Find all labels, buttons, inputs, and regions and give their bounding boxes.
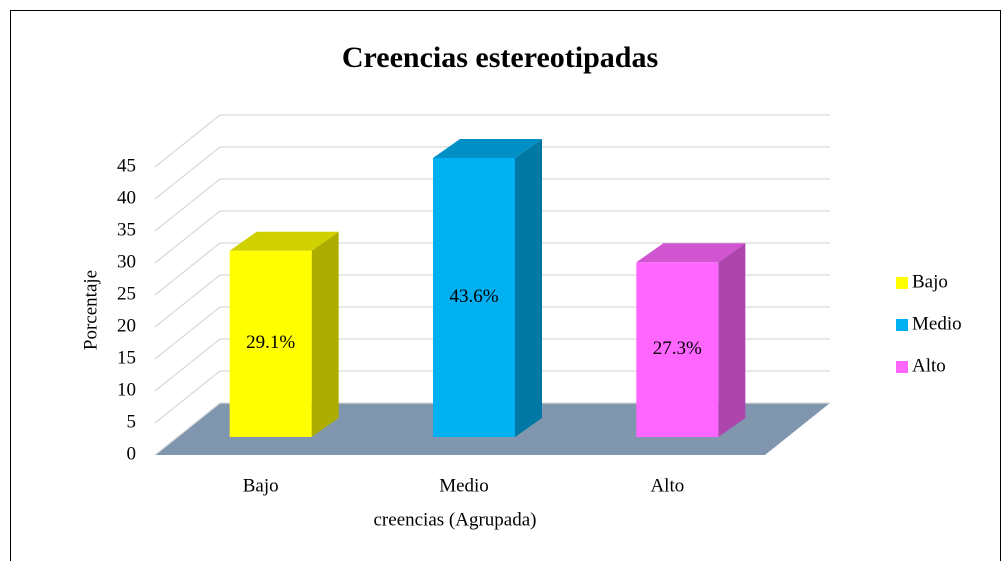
data-label: 43.6%: [449, 286, 498, 307]
x-axis-label: creencias (Agrupada): [374, 509, 537, 530]
bar-side: [718, 243, 746, 437]
bar-top: [229, 231, 339, 251]
legend-label: Medio: [912, 313, 962, 334]
bar-side: [515, 138, 542, 437]
x-tick-label: Alto: [650, 475, 684, 496]
grid-line: [154, 274, 830, 328]
y-tick-label: 40: [117, 187, 136, 208]
grid-line: [154, 402, 830, 456]
grid-line: [154, 242, 830, 296]
bar-top: [433, 138, 542, 158]
data-label: 29.1%: [246, 332, 295, 353]
bar: [433, 157, 515, 437]
bar: [229, 250, 312, 437]
grid-line: [154, 338, 830, 392]
y-tick-label: 15: [117, 347, 136, 368]
grid-line: [154, 306, 830, 360]
y-tick-label: 10: [117, 379, 136, 400]
chart-title: Creencias estereotipadas: [342, 41, 658, 74]
legend-label: Bajo: [912, 271, 948, 292]
grid-line: [154, 178, 830, 232]
y-tick-label: 25: [117, 283, 136, 304]
y-tick-label: 0: [127, 443, 137, 464]
y-tick-label: 35: [117, 219, 136, 240]
y-tick-label: 20: [117, 315, 136, 336]
x-tick-label: Bajo: [243, 475, 279, 496]
grid-line: [154, 114, 830, 168]
x-tick-label: Medio: [439, 475, 489, 496]
bar-top: [636, 243, 746, 263]
bar-side: [311, 231, 339, 437]
data-label: 27.3%: [653, 338, 702, 359]
y-tick-label: 45: [117, 155, 136, 176]
bar: [636, 262, 719, 437]
legend-swatch: [896, 319, 908, 331]
legend-swatch: [896, 277, 908, 289]
y-tick-label: 5: [127, 411, 137, 432]
legend-swatch: [896, 361, 908, 373]
y-axis-label: Porcentaje: [80, 270, 101, 350]
y-tick-label: 30: [117, 251, 136, 272]
grid-line: [154, 210, 830, 264]
legend-label: Alto: [912, 355, 946, 376]
grid-line: [154, 370, 830, 424]
grid-line: [154, 146, 830, 200]
